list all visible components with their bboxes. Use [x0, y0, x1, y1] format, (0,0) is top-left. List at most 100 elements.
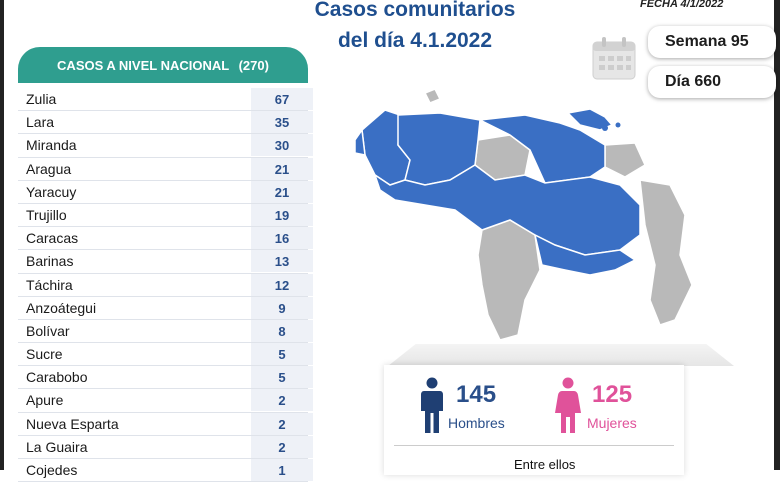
table-row: Trujillo 19: [18, 203, 313, 228]
cases-cell-bg: [251, 227, 313, 250]
cases-cell-bg: [251, 273, 313, 296]
state-cases: 5: [278, 370, 286, 386]
left-border: [0, 0, 4, 470]
state-cases: 2: [278, 439, 286, 455]
cases-cell-bg: [251, 435, 313, 458]
entre-ellos-label: Entre ellos: [514, 457, 576, 472]
cases-cell-bg: [251, 412, 313, 435]
state-cases: 5: [278, 347, 286, 363]
state-name: Carabobo: [26, 369, 88, 386]
right-border: [774, 0, 780, 470]
table-row: Yaracuy 21: [18, 180, 313, 204]
men-count: 145: [456, 381, 497, 408]
state-cases: 8: [278, 323, 286, 339]
calendar-icon: [592, 37, 636, 80]
state-cases: 2: [278, 393, 286, 409]
table-row: Barinas 13: [18, 250, 313, 274]
cases-cell-bg: [251, 203, 313, 226]
table-row: Cojedes 1: [18, 459, 313, 482]
title-line-2: del día 4.1.2022: [337, 29, 493, 52]
man-icon: [421, 377, 443, 433]
venezuela-map: [354, 88, 693, 341]
map-region-blue: [566, 108, 614, 131]
table-row: Bolívar 8: [18, 319, 313, 344]
state-name: La Guaira: [26, 438, 88, 455]
state-name: Aragua: [26, 160, 72, 177]
title-line-1: Casos comunitarios: [314, 0, 516, 21]
table-row: Nueva Esparta 2: [18, 412, 313, 436]
women-label: Mujeres: [587, 415, 637, 431]
map-region-blue: [354, 127, 366, 156]
stats-divider: [394, 445, 674, 446]
state-name: Cojedes: [26, 462, 78, 478]
state-name: Bolívar: [26, 322, 70, 339]
state-name: Trujillo: [26, 206, 67, 223]
state-name: Miranda: [26, 137, 77, 154]
woman-icon: [555, 377, 581, 433]
table-row: Carabobo 5: [18, 366, 313, 390]
map-region-gray: [477, 219, 541, 341]
cases-cell-bg: [251, 88, 313, 110]
table-row: Caracas 16: [18, 227, 313, 251]
map-region-blue: [477, 114, 606, 184]
cases-cell-bg: [251, 250, 313, 273]
state-cases: 21: [274, 184, 290, 200]
map-region-gray: [423, 88, 442, 104]
map-region-gray: [639, 179, 693, 326]
national-cases-title: CASOS A NIVEL NACIONAL: [57, 58, 229, 73]
cases-table: Zulia 67 Lara 35 Miranda 30 Aragua 21 Yaracuy 21 T…: [18, 88, 313, 482]
state-cases: 21: [274, 161, 290, 177]
cases-cell-bg: [251, 180, 313, 203]
table-row: Zulia 67: [18, 88, 313, 112]
table-row: La Guaira 2: [18, 435, 313, 459]
map-region-gray: [604, 142, 646, 178]
state-cases: 1: [278, 463, 286, 478]
page-title: Casos comunitarios del día 4.1.2022: [290, 0, 540, 56]
state-cases: 12: [274, 277, 290, 293]
map-island: [602, 125, 608, 131]
stats-card: 145 Hombres 125 Mujeres Entre ellos: [384, 365, 684, 475]
state-name: Lara: [26, 114, 55, 131]
state-name: Sucre: [26, 346, 63, 363]
cases-cell-bg: [251, 389, 313, 412]
men-label: Hombres: [448, 415, 505, 431]
cases-cell-bg: [251, 319, 313, 342]
national-cases-header: CASOS A NIVEL NACIONAL (270): [18, 47, 308, 83]
state-name: Barinas: [26, 253, 74, 270]
cases-cell-bg: [251, 111, 313, 134]
national-cases-total: (270): [238, 58, 269, 73]
state-cases: 16: [274, 231, 290, 247]
state-name: Yaracuy: [26, 183, 77, 200]
table-row: Lara 35: [18, 111, 313, 135]
state-name: Caracas: [26, 230, 79, 247]
state-cases: 9: [278, 300, 286, 316]
map-island: [615, 122, 621, 128]
state-name: Anzoátegui: [26, 299, 97, 316]
table-row: Táchira 12: [18, 273, 313, 297]
cases-cell-bg: [251, 343, 313, 366]
state-cases: 2: [278, 416, 286, 432]
state-cases: 13: [274, 254, 290, 270]
table-row: Sucre 5: [18, 343, 313, 367]
cases-cell-bg: [251, 134, 313, 157]
day-pill: Día 660: [648, 66, 776, 98]
table-row: Anzoátegui 9: [18, 296, 313, 320]
cases-cell-bg: [251, 296, 313, 319]
cases-cell-bg: [251, 366, 313, 389]
cases-cell-bg: [251, 157, 313, 180]
state-name: Nueva Esparta: [26, 415, 119, 432]
week-pill: Semana 95: [648, 26, 776, 58]
map-region-blue: [533, 233, 637, 276]
table-row: Apure 2: [18, 389, 313, 413]
state-name: Táchira: [26, 276, 73, 293]
state-cases: 19: [274, 207, 290, 223]
women-count: 125: [592, 381, 633, 408]
table-row: Aragua 21: [18, 157, 313, 181]
date-label: FECHA 4/1/2022: [640, 0, 724, 10]
table-row: Miranda 30: [18, 134, 313, 158]
map-region-blue: [373, 164, 641, 256]
state-name: Zulia: [26, 91, 57, 107]
state-cases: 67: [274, 92, 290, 107]
state-cases: 30: [274, 138, 290, 154]
state-name: Apure: [26, 392, 64, 409]
